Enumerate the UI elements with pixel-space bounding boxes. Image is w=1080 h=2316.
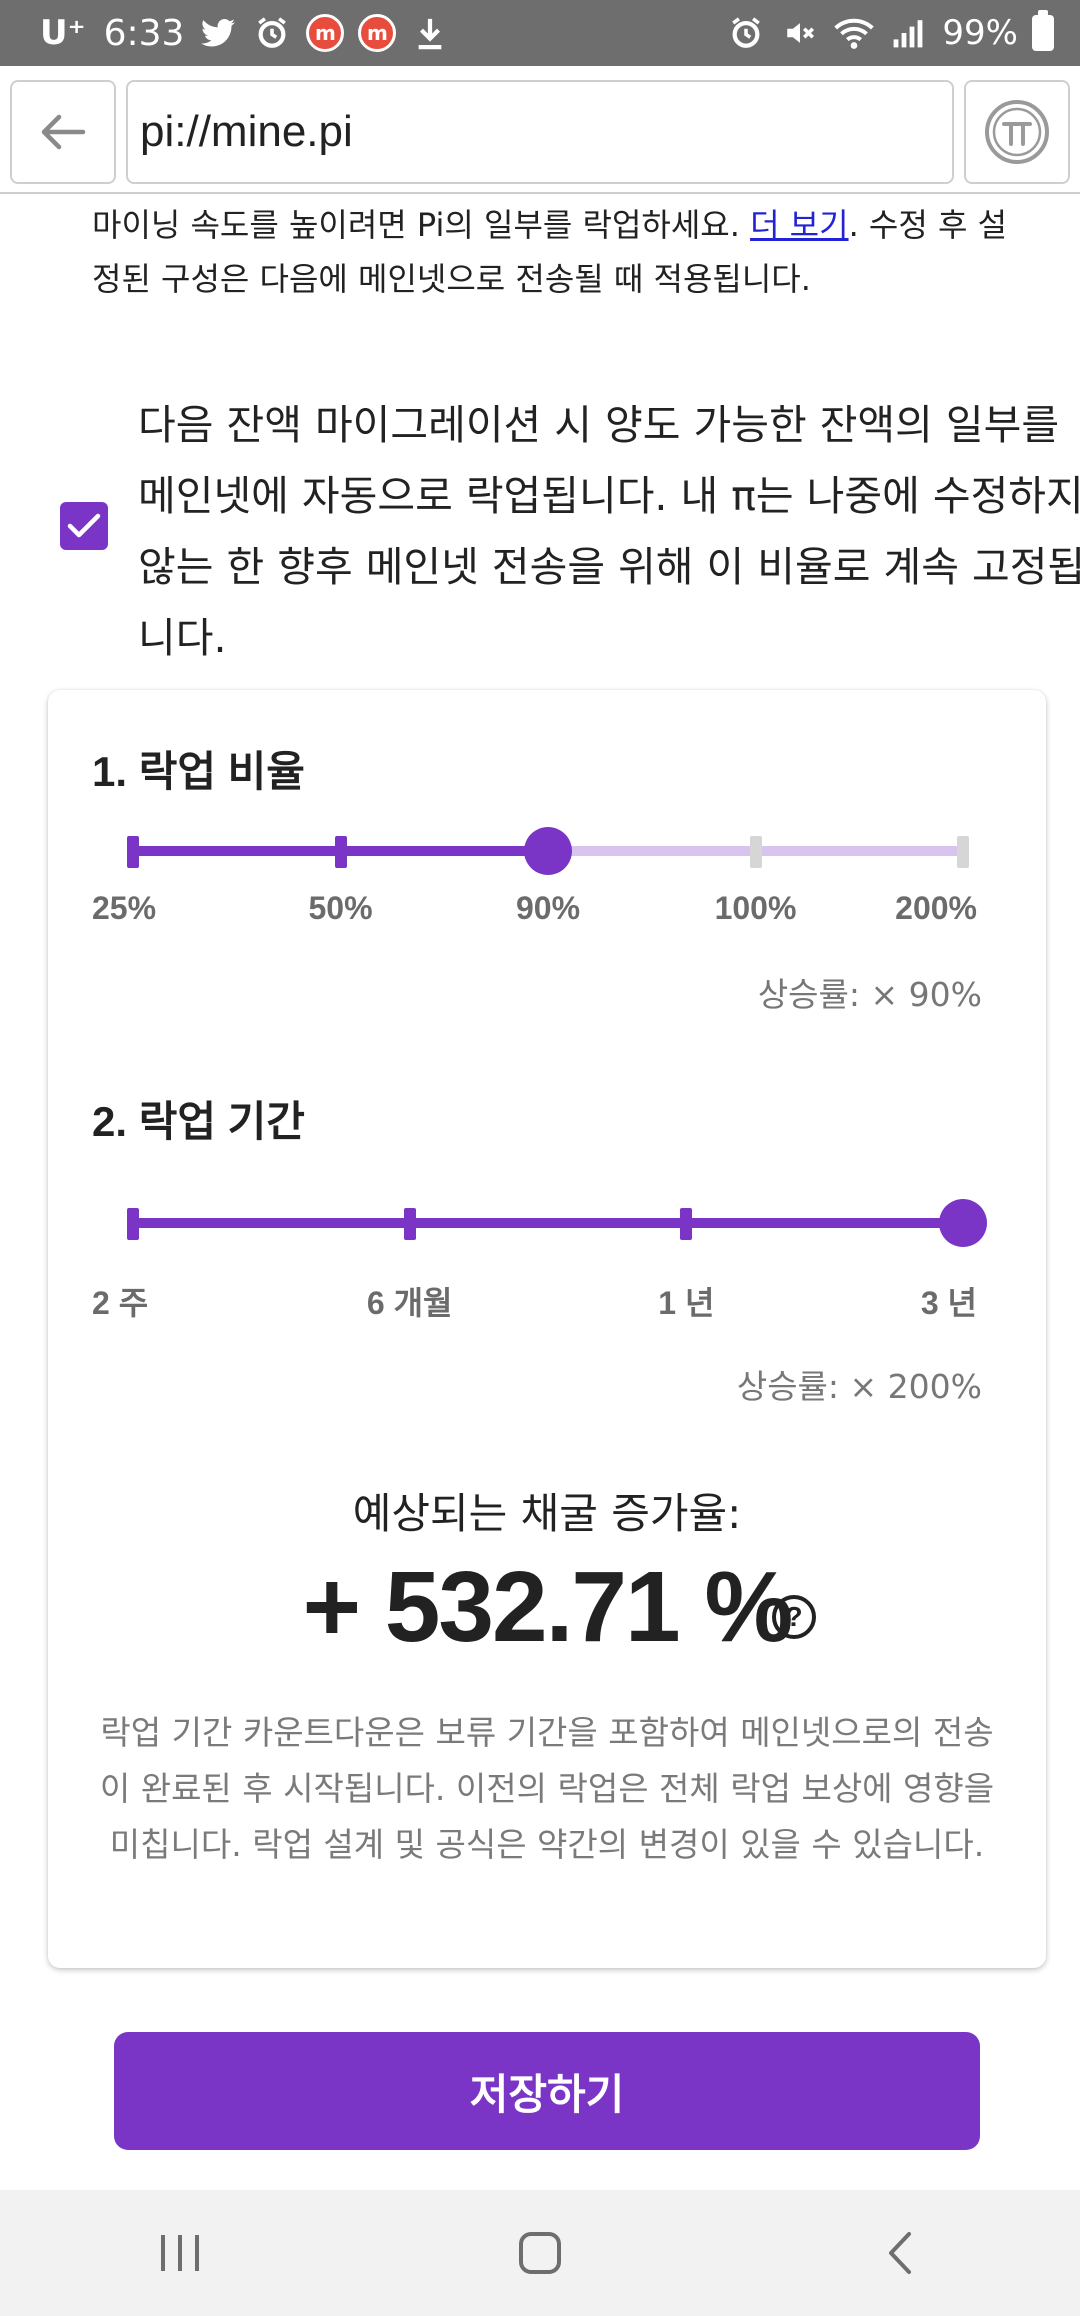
lockup-period-option-label[interactable]: 1 년	[658, 1285, 715, 1321]
intro-text-tail: . 수정 후 설정된 구성은 다음에 메인넷으로 전송될 때 적용됩니다.	[92, 206, 1008, 298]
battery-percent: 99%	[942, 13, 1018, 53]
lockup-ratio-tick[interactable]	[334, 836, 347, 868]
lockup-ratio-thumb[interactable]	[524, 827, 572, 875]
arrow-left-icon	[41, 114, 86, 150]
m-app-icon: m	[358, 14, 397, 52]
auto-lockup-description: 다음 잔액 마이그레이션 시 양도 가능한 잔액의 일부를 메인넷에 자동으로 …	[138, 401, 1080, 662]
lockup-period-thumb[interactable]	[939, 1199, 987, 1247]
status-left: U⁺ 6:33 m m	[40, 13, 450, 54]
lockup-ratio-option-label[interactable]: 100%	[714, 890, 797, 926]
recent-apps-icon	[161, 2235, 199, 2271]
pi-menu-button[interactable]	[964, 80, 1070, 184]
lockup-ratio-option-label[interactable]: 90%	[515, 890, 581, 926]
lockup-period-tick[interactable]	[680, 1208, 693, 1240]
lockup-config-card: 1. 락업 비율 25% 50% 90% 100% 200% 상승률: × 90% 2.…	[48, 690, 1046, 1968]
lockup-ratio-tick[interactable]	[749, 836, 762, 868]
recent-apps-button[interactable]	[120, 2213, 240, 2293]
m-app-icon: m	[306, 14, 345, 52]
download-icon	[410, 13, 450, 53]
intro-text: 마이닝 속도를 높이려면 Pi의 일부를 락업하세요. 더 보기. 수정 후 설…	[92, 198, 1012, 306]
lockup-period-option-label[interactable]: 6 개월	[366, 1285, 453, 1321]
pi-logo-icon	[985, 100, 1049, 164]
status-right: 99%	[726, 10, 1054, 53]
lockup-period-slider[interactable]	[127, 1190, 987, 1250]
signal-icon	[888, 13, 928, 53]
help-icon[interactable]: ?	[772, 1595, 816, 1639]
chevron-left-icon	[889, 2232, 911, 2274]
lockup-period-option-label[interactable]: 3 년	[920, 1285, 977, 1321]
lockup-ratio-tick[interactable]	[957, 836, 969, 868]
lockup-period-tick[interactable]	[127, 1208, 139, 1240]
save-button[interactable]: 저장하기	[114, 2032, 980, 2150]
status-bar: U⁺ 6:33 m m 99%	[0, 0, 1080, 66]
lockup-note: 락업 기간 카운트다운은 보류 기간을 포함하여 메인넷으로의 전송이 완료된 …	[99, 1713, 995, 1864]
lockup-ratio-option-label[interactable]: 200%	[895, 890, 977, 926]
wifi-icon	[834, 13, 875, 53]
learn-more-link[interactable]: 더 보기	[750, 206, 849, 244]
estimated-increase-title: 예상되는 채굴 증가율:	[352, 1489, 742, 1538]
system-nav-bar	[0, 2190, 1080, 2316]
battery-icon	[1032, 10, 1054, 51]
intro-text-lead: 마이닝 속도를 높이려면 Pi의 일부를 락업하세요.	[92, 206, 751, 244]
lockup-ratio-slider[interactable]	[127, 818, 969, 878]
home-icon	[519, 2232, 561, 2274]
mute-icon	[780, 13, 820, 53]
lockup-ratio-title: 1. 락업 비율	[92, 748, 305, 795]
twitter-icon	[198, 13, 238, 53]
back-button[interactable]	[10, 80, 116, 184]
auto-lockup-checkbox[interactable]	[60, 502, 108, 550]
lockup-period-rate: 상승률: × 200%	[736, 1367, 982, 1406]
alarm-icon	[726, 13, 766, 53]
lockup-ratio-rate: 상승률: × 90%	[757, 975, 982, 1014]
lockup-period-title: 2. 락업 기간	[92, 1098, 305, 1145]
home-button[interactable]	[480, 2213, 600, 2293]
url-bar[interactable]: pi://mine.pi	[126, 80, 954, 184]
carrier-label: U⁺	[40, 13, 86, 53]
checkmark-icon	[67, 513, 101, 538]
back-nav-button[interactable]	[840, 2213, 960, 2293]
lockup-ratio-option-label[interactable]: 50%	[308, 890, 373, 926]
clock: 6:33	[103, 12, 185, 54]
lockup-ratio-tick[interactable]	[127, 836, 139, 868]
lockup-ratio-option-label[interactable]: 25%	[92, 890, 157, 926]
lockup-period-option-label[interactable]: 2 주	[92, 1285, 149, 1321]
lockup-period-tick[interactable]	[403, 1208, 416, 1240]
lockup-period-track-active	[133, 1218, 963, 1228]
browser-toolbar: pi://mine.pi	[0, 66, 1080, 194]
estimated-increase-value: + 532.71 %	[302, 1551, 794, 1663]
alarm-icon	[252, 13, 292, 53]
